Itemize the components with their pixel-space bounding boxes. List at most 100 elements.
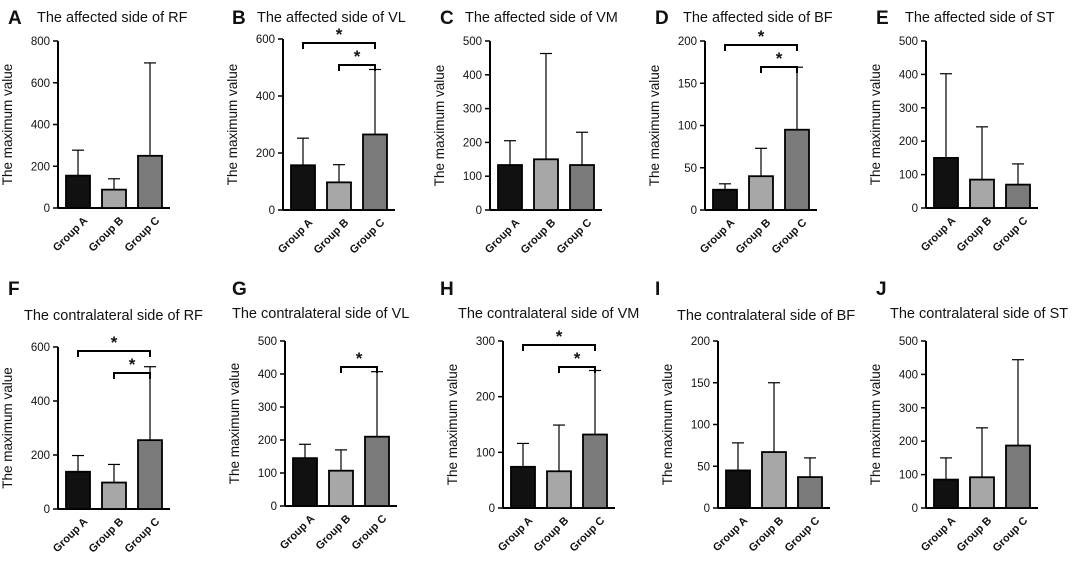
y-axis-label: The maximum value xyxy=(647,65,662,187)
bar-group-a xyxy=(65,174,91,209)
significance-bracket xyxy=(724,44,798,51)
x-tick-label: Group C xyxy=(783,515,823,555)
y-tick-label: 500 xyxy=(899,336,918,348)
y-tick-label: 50 xyxy=(684,163,697,175)
significance-star: * xyxy=(354,47,361,66)
x-tick-label: Group C xyxy=(123,516,163,556)
bar-group-c xyxy=(137,439,163,510)
bar-group-b xyxy=(969,476,995,509)
x-tick-label: Group A xyxy=(919,215,958,254)
significance-bracket xyxy=(340,366,378,373)
chart-title: The contralateral side of ST xyxy=(890,306,1068,322)
y-axis-label: The maximum value xyxy=(225,64,240,186)
y-axis-label: The maximum value xyxy=(868,64,883,186)
y-tick-label: 100 xyxy=(463,171,482,183)
x-tick-label: Group B xyxy=(734,217,774,257)
y-tick-label: 800 xyxy=(31,36,50,48)
y-tick-label: 500 xyxy=(258,336,277,348)
bar-group-a xyxy=(497,164,523,211)
y-axis-label: The maximum value xyxy=(227,363,242,485)
x-tick-label: Group C xyxy=(348,217,388,257)
y-tick-label: 0 xyxy=(704,503,710,515)
x-tick-label: Group C xyxy=(555,217,595,257)
bar-group-c xyxy=(569,164,595,211)
chart-title: The affected side of VM xyxy=(465,10,618,26)
significance-star: * xyxy=(111,333,118,352)
bar-group-c xyxy=(784,128,810,211)
y-axis-label: The maximum value xyxy=(868,364,883,486)
panel-letter: E xyxy=(876,8,889,29)
panel-letter: C xyxy=(440,8,454,29)
y-tick-label: 300 xyxy=(258,402,277,414)
significance-bracket xyxy=(302,42,376,49)
y-tick-label: 0 xyxy=(476,205,482,217)
bar-group-c xyxy=(137,154,163,209)
bar-group-a xyxy=(725,469,751,509)
significance-star: * xyxy=(776,49,783,68)
y-tick-label: 300 xyxy=(476,336,495,348)
significance-bracket xyxy=(760,66,798,73)
x-tick-label: Group A xyxy=(278,513,317,552)
x-tick-label: Group A xyxy=(496,515,535,554)
x-tick-label: Group C xyxy=(350,513,390,553)
bar-group-b xyxy=(101,188,127,209)
y-axis-label: The maximum value xyxy=(445,364,460,486)
y-axis-label: The maximum value xyxy=(0,367,15,489)
bar-group-a xyxy=(933,478,959,509)
y-tick-label: 500 xyxy=(899,36,918,48)
panel-letter: B xyxy=(232,8,246,29)
significance-bracket xyxy=(338,64,376,71)
y-tick-label: 600 xyxy=(256,34,275,46)
y-tick-label: 0 xyxy=(271,501,277,513)
bar-group-c xyxy=(1005,444,1031,509)
y-tick-label: 200 xyxy=(258,435,277,447)
panel-letter: I xyxy=(655,279,660,300)
y-tick-label: 0 xyxy=(44,203,50,215)
significance-bracket xyxy=(113,372,151,379)
y-tick-label: 200 xyxy=(691,336,710,348)
bar-group-a xyxy=(292,457,318,507)
y-tick-label: 100 xyxy=(899,470,918,482)
bar-group-b xyxy=(546,470,572,509)
bar-group-b xyxy=(969,178,995,209)
bar-group-c xyxy=(364,435,390,507)
y-tick-label: 400 xyxy=(463,70,482,82)
chart-title: The affected side of BF xyxy=(683,10,833,26)
bar-group-a xyxy=(933,156,959,209)
bar-group-c xyxy=(582,433,608,509)
y-tick-label: 100 xyxy=(678,121,697,133)
panel-letter: H xyxy=(440,279,454,300)
panel-letter: F xyxy=(8,279,20,300)
bar-group-b xyxy=(748,175,774,211)
x-tick-label: Group B xyxy=(955,515,995,555)
x-tick-label: Group A xyxy=(919,515,958,554)
x-tick-label: Group A xyxy=(698,217,737,256)
bar-group-b xyxy=(326,181,352,211)
y-tick-label: 500 xyxy=(463,36,482,48)
chart-title: The contralateral side of VL xyxy=(232,306,409,322)
y-tick-label: 600 xyxy=(31,78,50,90)
panel-letter: J xyxy=(876,279,887,300)
y-tick-label: 0 xyxy=(912,203,918,215)
y-tick-label: 200 xyxy=(31,161,50,173)
panel-letter: D xyxy=(655,8,669,29)
bar-group-a xyxy=(290,164,316,211)
x-tick-label: Group C xyxy=(991,515,1031,555)
significance-bracket xyxy=(558,366,596,373)
x-tick-label: Group B xyxy=(519,217,559,257)
y-tick-label: 400 xyxy=(258,369,277,381)
bar-group-b xyxy=(328,469,354,507)
chart-title: The contralateral side of RF xyxy=(24,308,203,324)
y-tick-label: 200 xyxy=(463,137,482,149)
y-tick-label: 200 xyxy=(476,392,495,404)
y-tick-label: 300 xyxy=(899,103,918,115)
y-tick-label: 50 xyxy=(697,461,710,473)
y-tick-label: 200 xyxy=(678,36,697,48)
chart-title: The affected side of VL xyxy=(257,10,406,26)
y-tick-label: 200 xyxy=(899,436,918,448)
x-tick-label: Group C xyxy=(123,215,163,255)
significance-star: * xyxy=(129,355,136,374)
bar-group-c xyxy=(362,133,388,211)
x-tick-label: Group B xyxy=(532,515,572,555)
y-tick-label: 150 xyxy=(691,378,710,390)
